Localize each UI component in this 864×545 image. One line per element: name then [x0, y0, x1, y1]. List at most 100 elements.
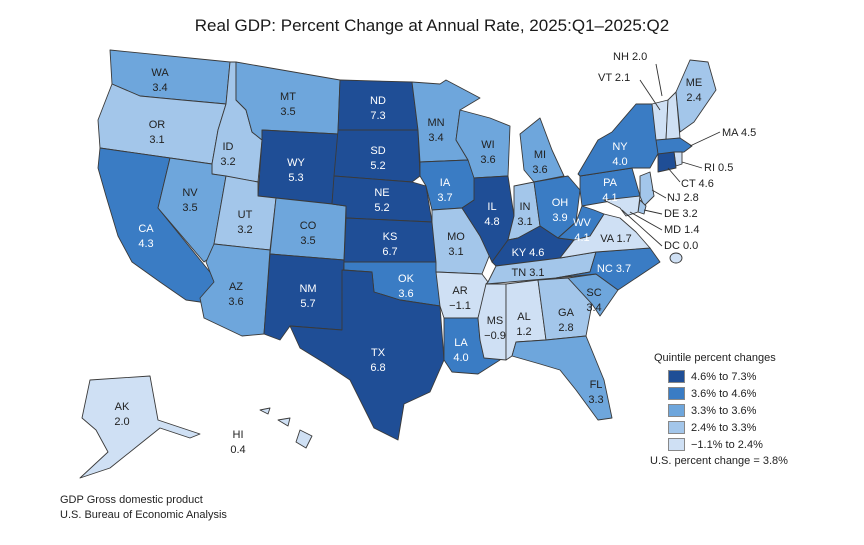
legend-item: −1.1% to 2.4%	[668, 436, 788, 453]
state-dc	[669, 252, 683, 264]
state-value-ne: 5.2	[374, 202, 389, 214]
callout-leader-de	[643, 209, 663, 215]
state-abbr-ms: MS	[487, 315, 504, 327]
legend-item: 3.3% to 3.6%	[668, 402, 788, 419]
state-value-al: 1.2	[516, 326, 531, 338]
state-callout-vt: VT 2.1	[598, 72, 630, 84]
state-abbr-ok: OK	[398, 273, 415, 285]
state-abbr-il: IL	[487, 201, 496, 213]
state-value-ny: 4.0	[612, 156, 627, 168]
state-value-mn: 3.4	[428, 132, 443, 144]
callout-leader-vt	[639, 79, 661, 111]
state-value-me: 2.4	[686, 92, 701, 104]
state-abbr-sc: SC	[586, 287, 601, 299]
state-md	[603, 195, 641, 217]
state-me	[675, 59, 717, 133]
state-ma	[655, 137, 693, 155]
legend-label: −1.1% to 2.4%	[691, 438, 763, 451]
state-value-ks: 6.7	[382, 246, 397, 258]
state-abbr-fl: FL	[590, 379, 603, 391]
state-sd	[333, 129, 421, 183]
state-abbr-ne: NE	[374, 187, 389, 199]
state-value-ia: 3.7	[437, 192, 452, 204]
state-abbr-mo: MO	[447, 231, 465, 243]
state-value-ga: 2.8	[558, 322, 573, 334]
state-callout-dc: DC 0.0	[664, 240, 698, 252]
state-abbr-nm: NM	[299, 283, 316, 295]
legend-label: 3.3% to 3.6%	[691, 404, 757, 417]
state-callouts: VT 2.1 NH 2.0 MA 4.5 RI 0.5 CT 4.6 NJ 2.8 DE 3…	[598, 51, 756, 252]
footer-gdp-definition: GDP Gross domestic product	[60, 494, 203, 506]
state-value-ak: 2.0	[114, 416, 129, 428]
state-value-wa: 3.4	[152, 82, 167, 94]
state-abbr-nd: ND	[370, 95, 386, 107]
us-percent-change-note: U.S. percent change = 3.8%	[650, 455, 788, 467]
state-label-tn: TN 3.1	[511, 267, 544, 279]
legend-item: 3.6% to 4.6%	[668, 385, 788, 402]
state-nj	[639, 171, 655, 207]
legend-swatch	[668, 421, 685, 434]
state-mi	[519, 117, 565, 183]
state-abbr-ut: UT	[238, 209, 253, 221]
state-value-ok: 3.6	[398, 288, 413, 300]
callout-leader-ma	[689, 131, 721, 147]
legend-swatch	[668, 404, 685, 417]
state-value-il: 4.8	[484, 216, 499, 228]
state-callout-nj: NJ 2.8	[667, 192, 699, 204]
state-abbr-ny: NY	[612, 141, 628, 153]
legend-label: 4.6% to 7.3%	[691, 370, 757, 383]
state-value-ms: −0.9	[484, 330, 506, 342]
state-callout-ct: CT 4.6	[681, 178, 714, 190]
state-abbr-az: AZ	[229, 281, 243, 293]
state-value-oh: 3.9	[552, 212, 567, 224]
state-abbr-or: OR	[149, 119, 166, 131]
callout-leader-nh	[655, 63, 663, 97]
state-abbr-tx: TX	[371, 347, 386, 359]
footer-source: U.S. Bureau of Economic Analysis	[60, 509, 227, 521]
state-fl	[511, 335, 613, 421]
legend-item: 2.4% to 3.3%	[668, 419, 788, 436]
state-value-in: 3.1	[517, 216, 532, 228]
state-value-nd: 7.3	[370, 110, 385, 122]
state-callout-ma: MA 4.5	[722, 127, 756, 139]
legend-swatch	[668, 370, 685, 383]
state-value-ca: 4.3	[138, 238, 153, 250]
legend-swatch	[668, 438, 685, 451]
state-abbr-sd: SD	[370, 145, 385, 157]
state-value-sc: 3.4	[586, 302, 601, 314]
state-value-az: 3.6	[228, 296, 243, 308]
state-abbr-ia: IA	[440, 177, 451, 189]
state-ne	[331, 175, 433, 223]
state-abbr-wa: WA	[151, 67, 169, 79]
state-value-pa: 4.1	[602, 192, 617, 204]
state-value-sd: 5.2	[370, 160, 385, 172]
callout-leader-md	[629, 211, 663, 231]
state-abbr-ks: KS	[383, 231, 398, 243]
state-value-or: 3.1	[149, 134, 164, 146]
state-shapes	[79, 49, 717, 479]
state-abbr-mt: MT	[280, 91, 296, 103]
state-value-hi: 0.4	[230, 444, 245, 456]
legend-item: 4.6% to 7.3%	[668, 368, 788, 385]
state-value-mt: 3.5	[280, 106, 295, 118]
state-nc	[555, 247, 661, 291]
state-abbr-co: CO	[300, 220, 317, 232]
state-abbr-nv: NV	[182, 187, 198, 199]
state-abbr-ca: CA	[138, 223, 154, 235]
state-abbr-ak: AK	[115, 401, 130, 413]
state-value-ut: 3.2	[237, 224, 252, 236]
state-abbr-la: LA	[454, 337, 468, 349]
callout-leader-nj	[651, 189, 667, 199]
state-tx	[289, 269, 445, 441]
state-abbr-me: ME	[686, 77, 703, 89]
state-hi	[259, 407, 313, 449]
legend-title: Quintile percent changes	[654, 352, 776, 364]
state-abbr-oh: OH	[552, 197, 569, 209]
state-value-wy: 5.3	[288, 172, 303, 184]
callout-leader-dc	[621, 209, 663, 247]
state-labels: WA 3.4 OR 3.1 CA 4.3 ID 3.2 NV 3.5 MT 3.5 WY 5.3 UT 3.2…	[114, 67, 702, 456]
state-value-mo: 3.1	[448, 246, 463, 258]
state-label-va: VA 1.7	[600, 233, 632, 245]
state-value-tx: 6.8	[370, 362, 385, 374]
footer: GDP Gross domestic product U.S. Bureau o…	[60, 493, 227, 523]
